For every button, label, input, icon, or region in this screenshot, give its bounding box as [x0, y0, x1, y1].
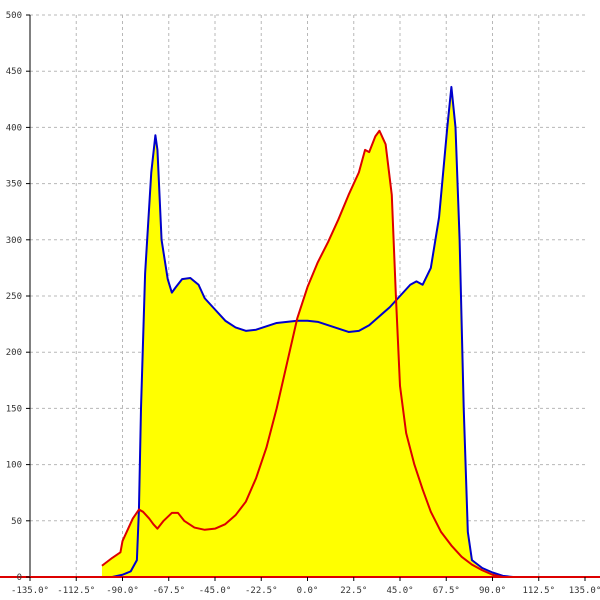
x-tick-label: 22.5° — [340, 586, 367, 596]
x-tick-label: 0.0° — [297, 586, 319, 596]
x-tick-label: -67.5° — [152, 586, 185, 596]
x-tick-label: -135.0° — [11, 586, 49, 596]
x-tick-label: -22.5° — [245, 586, 278, 596]
y-tick-label: 350 — [6, 180, 22, 190]
y-tick-label: 0 — [17, 573, 22, 583]
x-tick-label: 135.0° — [569, 586, 600, 596]
x-tick-label: 67.5° — [433, 586, 460, 596]
y-tick-label: 150 — [6, 404, 22, 414]
x-tick-label: 90.0° — [479, 586, 506, 596]
x-tick-label: -45.0° — [199, 586, 232, 596]
series-0-line — [101, 85, 514, 578]
x-tick-label: 45.0° — [386, 586, 413, 596]
y-tick-label: 500 — [6, 11, 22, 21]
y-tick-label: 250 — [6, 292, 22, 302]
y-tick-label: 450 — [6, 67, 22, 77]
y-tick-label: 300 — [6, 236, 22, 246]
y-tick-label: 400 — [6, 123, 22, 133]
series-1-line — [101, 129, 514, 578]
y-tick-label: 100 — [6, 461, 22, 471]
y-tick-label: 200 — [6, 348, 22, 358]
x-tick-label: -112.5° — [57, 586, 95, 596]
filled-area — [101, 86, 514, 577]
x-tick-label: -90.0° — [106, 586, 139, 596]
y-tick-label: 50 — [11, 517, 22, 527]
x-tick-label: 112.5° — [522, 586, 555, 596]
